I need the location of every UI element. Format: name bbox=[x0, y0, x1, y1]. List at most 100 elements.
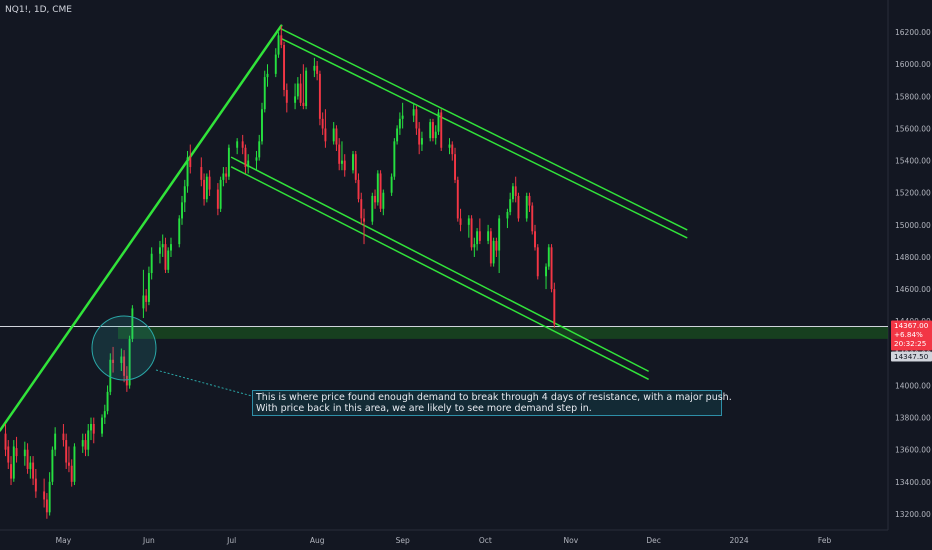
candle bbox=[316, 61, 319, 81]
candle bbox=[459, 208, 462, 232]
highlight-circle bbox=[91, 315, 157, 381]
candle bbox=[43, 478, 46, 508]
candle bbox=[7, 440, 10, 469]
candle-body bbox=[299, 83, 302, 103]
candle-body bbox=[495, 240, 498, 251]
candle bbox=[492, 237, 495, 267]
candle bbox=[227, 144, 230, 180]
candle-body bbox=[511, 186, 514, 200]
candle bbox=[101, 414, 104, 437]
candle-body bbox=[420, 138, 423, 145]
candle bbox=[393, 138, 396, 180]
candle bbox=[398, 112, 401, 135]
candle-body bbox=[147, 273, 150, 302]
candle-body bbox=[340, 160, 343, 164]
candle bbox=[48, 472, 51, 516]
candle bbox=[164, 237, 167, 274]
candle bbox=[147, 266, 150, 306]
candle-body bbox=[374, 195, 377, 203]
candle-body bbox=[432, 122, 434, 139]
candle bbox=[473, 237, 476, 257]
candle-body bbox=[183, 186, 186, 203]
candle-body bbox=[451, 144, 454, 155]
candle bbox=[371, 192, 374, 225]
time-tick-label: Aug bbox=[310, 536, 325, 545]
candle bbox=[432, 118, 434, 142]
candle bbox=[186, 150, 189, 193]
candle bbox=[360, 192, 363, 225]
candle bbox=[258, 134, 261, 161]
candle-body bbox=[352, 154, 354, 171]
candle bbox=[106, 385, 109, 415]
annotation-line-1: This is where price found enough demand … bbox=[256, 392, 732, 403]
candle bbox=[379, 170, 382, 212]
trendline-channel-bottom-1 bbox=[230, 156, 649, 372]
candle bbox=[81, 433, 84, 453]
time-tick-label: May bbox=[56, 536, 72, 545]
candle-body bbox=[128, 338, 131, 386]
price-tick-label: 14000.00 bbox=[895, 381, 931, 390]
candle bbox=[131, 305, 134, 343]
annotation-leader-line bbox=[155, 369, 253, 397]
candle-body bbox=[357, 179, 360, 200]
candle bbox=[90, 417, 92, 441]
candle bbox=[332, 122, 335, 145]
time-tick-label: Feb bbox=[818, 536, 832, 545]
candle bbox=[376, 170, 379, 206]
candle-body bbox=[263, 77, 266, 110]
candle bbox=[247, 154, 250, 174]
candle bbox=[123, 350, 126, 383]
candle-body bbox=[476, 231, 479, 245]
candle bbox=[302, 64, 305, 110]
candle bbox=[200, 157, 203, 187]
candle bbox=[277, 32, 280, 58]
candle-body bbox=[354, 154, 357, 180]
candle-body bbox=[487, 231, 490, 241]
candle bbox=[225, 167, 228, 184]
candle-body bbox=[261, 109, 263, 142]
candle bbox=[467, 215, 470, 238]
candle bbox=[456, 176, 459, 222]
candle-body bbox=[48, 481, 51, 513]
candle bbox=[216, 183, 219, 216]
candle-body bbox=[255, 157, 258, 161]
zone-price-badge bbox=[891, 351, 932, 362]
candle bbox=[34, 468, 37, 498]
bar-countdown-text: 20:32:25 bbox=[894, 339, 926, 348]
candle bbox=[470, 215, 473, 251]
candle-body bbox=[167, 250, 170, 270]
candle bbox=[528, 192, 531, 212]
price-tick-label: 15800.00 bbox=[895, 92, 931, 101]
candle-body bbox=[418, 128, 421, 145]
candle-body bbox=[517, 195, 520, 219]
candle bbox=[84, 433, 87, 457]
candle bbox=[401, 102, 404, 129]
candle-body bbox=[10, 464, 12, 479]
candle-body bbox=[123, 356, 126, 376]
annotation-text-box[interactable]: This is where price found enough demand … bbox=[252, 390, 732, 416]
candle-body bbox=[473, 244, 476, 248]
candle bbox=[241, 134, 244, 155]
candle bbox=[181, 195, 183, 225]
candle-body bbox=[29, 462, 32, 469]
candle-body bbox=[112, 359, 115, 363]
candle-body bbox=[382, 192, 385, 209]
candle-body bbox=[241, 141, 244, 148]
candle-body bbox=[34, 478, 37, 492]
candle-body bbox=[131, 308, 134, 339]
price-tick-label: 16200.00 bbox=[895, 28, 931, 37]
candle-body bbox=[478, 231, 481, 241]
candle bbox=[420, 131, 423, 151]
symbol-label: NQ1!, 1D, CME bbox=[5, 5, 72, 15]
time-tick-label: 2024 bbox=[730, 536, 749, 545]
price-tick-label: 15600.00 bbox=[895, 124, 931, 133]
price-change-text: +6.84% bbox=[894, 330, 923, 339]
candle-body bbox=[434, 131, 437, 139]
candle bbox=[487, 224, 490, 245]
candle bbox=[222, 167, 225, 187]
candle bbox=[415, 106, 418, 135]
candle bbox=[509, 192, 512, 216]
candle-body bbox=[70, 465, 73, 482]
